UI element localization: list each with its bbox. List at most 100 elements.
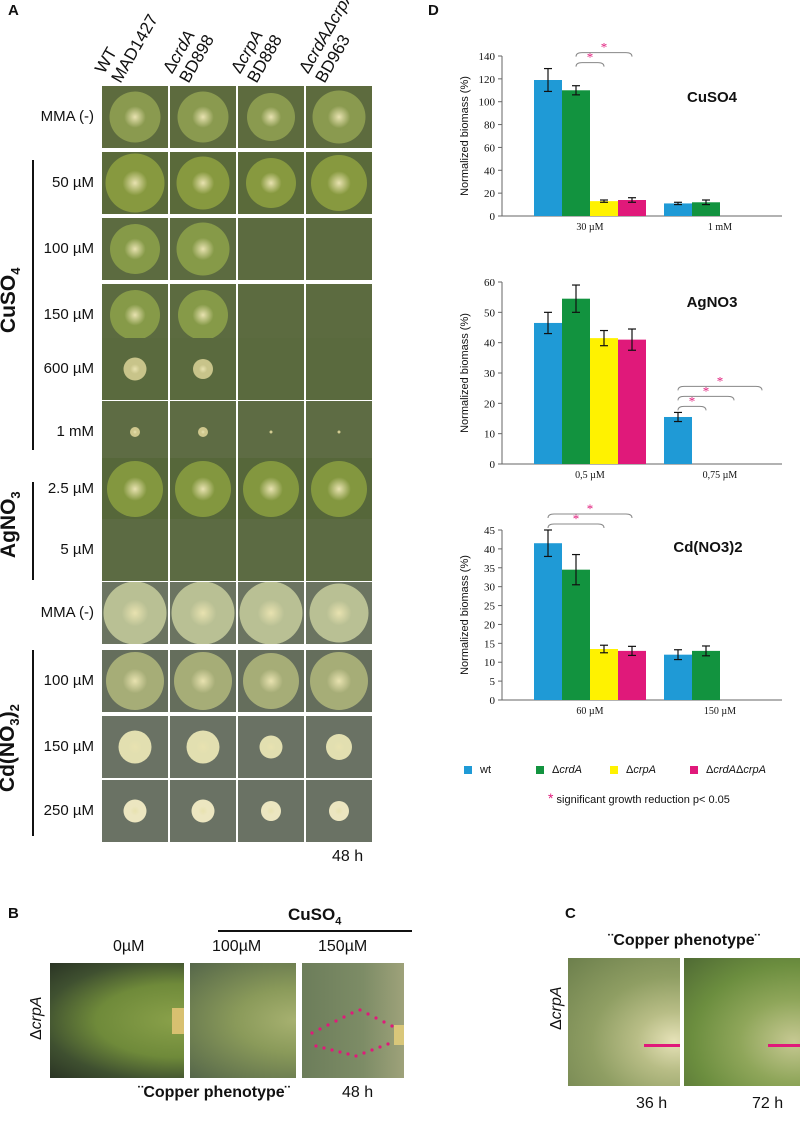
colony-cell <box>238 218 304 280</box>
y-tick-label: 0 <box>490 459 496 471</box>
y-tick-label: 10 <box>484 429 496 441</box>
colony <box>176 156 230 210</box>
category-label: 0,75 µM <box>703 470 738 481</box>
colony <box>329 801 349 821</box>
row-label: MMA (-) <box>40 108 94 125</box>
colony-cell <box>170 86 236 148</box>
colony-cell <box>306 582 372 644</box>
panel-c-time-36: 36 h <box>636 1095 668 1112</box>
legend-text-italic: crpA <box>743 764 766 776</box>
y-tick-label: 15 <box>484 638 496 650</box>
group-label-cuso4: CuSO4 <box>0 267 24 334</box>
colony-cell <box>238 519 304 581</box>
colony <box>130 427 140 437</box>
row-label: 2.5 µM <box>47 480 94 497</box>
colony-cell <box>238 780 304 842</box>
colony-cell <box>102 401 168 463</box>
y-tick-label: 20 <box>484 188 496 200</box>
colony <box>171 582 235 644</box>
colony-cell <box>306 716 372 778</box>
colony-cell <box>238 582 304 644</box>
colony-cell <box>170 218 236 280</box>
photo-b-150um <box>302 963 404 1078</box>
bar <box>692 202 720 216</box>
bar <box>590 338 618 464</box>
colony <box>175 461 231 517</box>
colony <box>178 290 228 340</box>
significance-bracket <box>547 513 633 519</box>
bar <box>692 650 720 700</box>
colony <box>309 583 369 643</box>
bar <box>618 200 646 216</box>
bar <box>534 80 562 216</box>
colony-cell <box>238 338 304 400</box>
row-label: 5 µM <box>60 541 94 558</box>
colony <box>198 427 208 437</box>
significance-star: * <box>717 373 724 388</box>
colony-cell <box>170 582 236 644</box>
legend-item: ΔcrpA <box>610 764 656 776</box>
colony <box>107 461 163 517</box>
colony <box>311 461 367 517</box>
colony-cell <box>238 86 304 148</box>
y-tick-label: 45 <box>484 525 496 537</box>
significance-star: * <box>689 393 696 408</box>
significance-bracket <box>677 395 735 401</box>
significance-text: significant growth reduction p< 0.05 <box>556 794 730 806</box>
row-label: 100 µM <box>43 240 94 257</box>
colony-cell <box>170 650 236 712</box>
row-label: 250 µM <box>43 802 94 819</box>
cuso4-line <box>218 930 412 932</box>
panel-b-phenotype: ¨Copper phenotype¨ <box>138 1084 290 1101</box>
panel-label-c: C <box>565 905 576 922</box>
panel-label-b: B <box>8 905 19 922</box>
colony-cell <box>306 284 372 346</box>
y-tick-label: 5 <box>490 676 496 688</box>
significance-star: * <box>601 40 608 55</box>
colony-cell <box>170 780 236 842</box>
colony <box>109 91 161 143</box>
colony <box>123 357 147 381</box>
bar <box>534 322 562 464</box>
panel-label-d: D <box>428 2 439 19</box>
strain-header-2: ΔcrpA BD888 <box>227 22 286 86</box>
colony <box>177 91 229 143</box>
colony-cell <box>306 338 372 400</box>
photo-c-36h <box>568 958 680 1086</box>
colony-cell <box>102 152 168 214</box>
bar <box>618 650 646 700</box>
colony <box>193 359 213 379</box>
y-tick-label: 40 <box>484 544 496 556</box>
colony-cell <box>238 284 304 346</box>
panel-a-time: 48 h <box>332 848 364 865</box>
colony-cell <box>170 519 236 581</box>
bar <box>664 416 692 464</box>
panel-b-cuso4: CuSO4 <box>288 905 342 928</box>
chart-title: AgNO3 <box>687 294 738 311</box>
bar <box>534 543 562 700</box>
panel-b-time: 48 h <box>342 1084 374 1101</box>
colony-cell <box>170 401 236 463</box>
legend-text-italic: crdA <box>559 764 582 776</box>
colony <box>243 461 299 517</box>
agno3-bracket <box>32 482 34 580</box>
y-tick-label: 35 <box>484 563 496 575</box>
panel-label-a: A <box>8 2 19 19</box>
row-label: 100 µM <box>43 672 94 689</box>
category-label: 30 µM <box>576 222 603 233</box>
colony-cell <box>170 458 236 520</box>
significance-star: * <box>703 383 710 398</box>
y-tick-label: 30 <box>484 582 496 594</box>
y-tick-label: 120 <box>479 74 496 86</box>
category-label: 1 mM <box>708 222 732 233</box>
colony <box>246 158 296 208</box>
group-label-cdno3: Cd(NO3)2 <box>0 704 23 793</box>
legend-text-italic: crpA <box>633 764 656 776</box>
y-tick-label: 10 <box>484 657 496 669</box>
legend-swatch <box>536 766 544 775</box>
colony <box>103 582 167 644</box>
significance-bracket <box>677 385 763 391</box>
colony-cell <box>306 650 372 712</box>
bar <box>664 654 692 700</box>
photo-c-72h <box>684 958 800 1086</box>
